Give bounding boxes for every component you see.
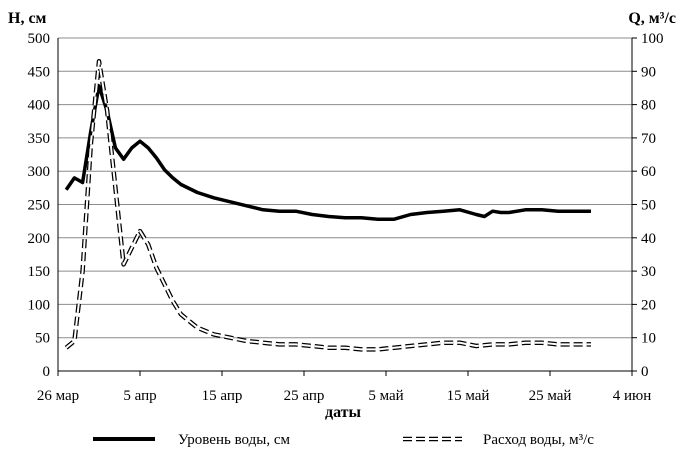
right-axis-title: Q, м³/с (628, 10, 676, 27)
series-water-level (64, 84, 591, 221)
x-axis-ticks: 26 мар 5 апр 15 апр 25 апр 5 май 15 май 25 май… (37, 371, 651, 404)
level-line (64, 84, 591, 221)
left-axis-ticks: 0 50 100 150 200 250 300 350 400 450 500 (28, 31, 51, 380)
left-axis-title: H, см (8, 10, 47, 27)
right-tick-label: 10 (641, 331, 656, 347)
x-tick-label: 15 май (447, 388, 490, 404)
x-tick-label: 25 апр (284, 388, 325, 404)
right-tick-label: 60 (641, 164, 656, 180)
x-tick-label: 4 июн (613, 388, 652, 404)
right-tick-label: 80 (641, 98, 656, 114)
series-layer (64, 59, 591, 352)
left-tick-label: 150 (28, 264, 51, 280)
x-tick-label: 26 мар (37, 388, 79, 404)
left-tick-label: 0 (43, 364, 51, 380)
left-tick-label: 500 (28, 31, 51, 47)
right-tick-label: 0 (641, 364, 649, 380)
legend-label-discharge: Расход воды, м³/с (483, 432, 594, 448)
legend: Уровень воды, см Расход воды, м³/с (93, 432, 594, 448)
right-tick-label: 20 (641, 297, 656, 313)
legend-item-discharge: Расход воды, м³/с (403, 432, 594, 448)
left-tick-label: 250 (28, 198, 51, 214)
x-axis-title: даты (325, 404, 362, 421)
left-tick-label: 450 (28, 64, 51, 80)
x-tick-label: 25 май (529, 388, 572, 404)
left-tick-label: 50 (35, 331, 50, 347)
discharge-line-inner (65, 60, 591, 351)
left-tick-label: 400 (28, 98, 51, 114)
x-tick-label: 5 май (368, 388, 403, 404)
right-tick-label: 40 (641, 231, 656, 247)
x-tick-label: 15 апр (202, 388, 243, 404)
right-tick-label: 70 (641, 131, 656, 147)
left-tick-label: 200 (28, 231, 51, 247)
left-tick-label: 100 (28, 297, 51, 313)
gridlines (58, 37, 632, 339)
series-water-discharge (64, 59, 591, 352)
x-tick-label: 5 апр (123, 388, 156, 404)
right-tick-label: 30 (641, 264, 656, 280)
legend-item-level: Уровень воды, см (93, 432, 290, 448)
right-tick-label: 100 (641, 31, 664, 47)
right-tick-label: 90 (641, 64, 656, 80)
right-axis-ticks: 0 10 20 30 40 50 60 70 80 90 100 (632, 31, 664, 380)
right-tick-label: 50 (641, 198, 656, 214)
left-tick-label: 300 (28, 164, 51, 180)
left-tick-label: 350 (28, 131, 51, 147)
legend-label-level: Уровень воды, см (178, 432, 290, 448)
